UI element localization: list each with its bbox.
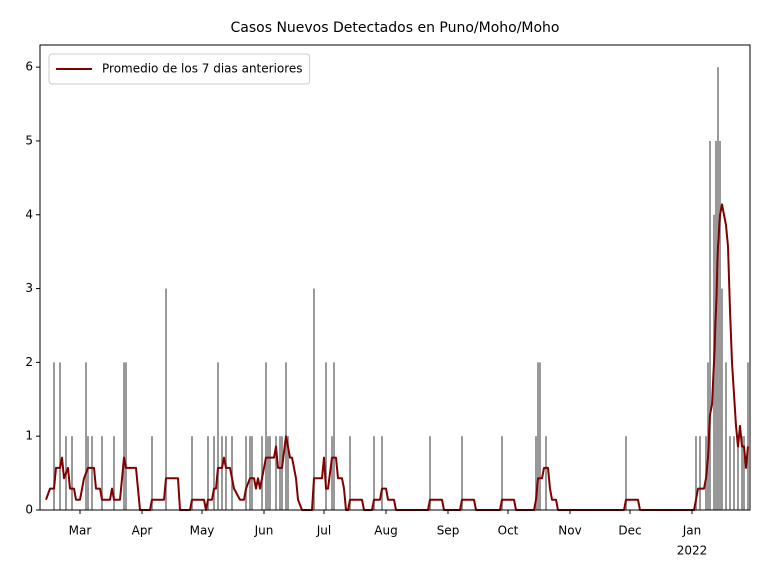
bar: [721, 288, 723, 510]
bar: [113, 436, 115, 510]
plot-area: [45, 67, 749, 511]
y-tick-label: 6: [25, 60, 33, 74]
bar: [737, 436, 739, 510]
legend: Promedio de los 7 dias anteriores: [48, 53, 311, 85]
bar: [695, 436, 697, 510]
bar: [269, 436, 271, 510]
bar: [91, 436, 93, 510]
chart-title: Casos Nuevos Detectados en Puno/Moho/Moh…: [230, 20, 559, 36]
bar: [373, 436, 375, 510]
bar: [537, 362, 539, 510]
legend-box: [48, 53, 311, 85]
x-tick-label: Aug: [374, 524, 397, 538]
bar: [717, 67, 719, 511]
bar: [743, 436, 745, 510]
bar: [151, 436, 153, 510]
bar: [741, 436, 743, 510]
x-tick-label: Apr: [132, 524, 153, 538]
bar: [313, 288, 315, 510]
bar: [501, 436, 503, 510]
bar: [539, 362, 541, 510]
bar: [265, 362, 267, 510]
x-tick-label: Jul: [316, 524, 331, 538]
bar: [625, 436, 627, 510]
bar: [545, 436, 547, 510]
bar: [719, 140, 721, 510]
x-tick-label: Sep: [437, 524, 460, 538]
x-tick-label: Oct: [498, 524, 519, 538]
bar: [287, 436, 289, 510]
axes-frame: [39, 44, 751, 511]
y-tick-label: 4: [25, 207, 33, 221]
bar: [275, 436, 277, 510]
bar: [325, 362, 327, 510]
bar: [213, 436, 215, 510]
bar: [279, 436, 281, 510]
legend-label: Promedio de los 7 dias anteriores: [102, 62, 303, 76]
y-tick-label: 3: [25, 281, 33, 295]
y-tick-label: 2: [25, 355, 33, 369]
bar: [165, 288, 167, 510]
bar: [281, 436, 283, 510]
bar: [747, 362, 749, 510]
year-label: 2022: [677, 544, 708, 558]
bar: [53, 362, 55, 510]
bar: [217, 362, 219, 510]
x-tick-label: Dec: [618, 524, 641, 538]
bar: [221, 436, 223, 510]
bar: [331, 436, 333, 510]
x-tick-label: May: [190, 524, 215, 538]
bar: [699, 436, 701, 510]
line: [45, 203, 749, 511]
bar: [225, 436, 227, 510]
x-tick-label: Mar: [69, 524, 92, 538]
bar: [535, 436, 537, 510]
bar: [191, 436, 193, 510]
bar: [333, 362, 335, 510]
bar: [59, 362, 61, 510]
bar: [349, 436, 351, 510]
bar: [207, 436, 209, 510]
bar: [709, 140, 711, 510]
bar: [251, 436, 253, 510]
x-tick-label: Jan: [682, 524, 702, 538]
x-tick-label: Jun: [254, 524, 274, 538]
bar: [381, 436, 383, 510]
bar: [85, 362, 87, 510]
bar: [101, 436, 103, 510]
bar: [267, 436, 269, 510]
bar: [71, 436, 73, 510]
bar: [461, 436, 463, 510]
bar: [123, 362, 125, 510]
bar: [249, 436, 251, 510]
bar: [87, 436, 89, 510]
bar: [725, 362, 727, 510]
y-tick-label: 0: [25, 503, 33, 517]
bar: [245, 436, 247, 510]
x-tick-label: Nov: [558, 524, 581, 538]
bar: [733, 436, 735, 510]
bar: [429, 436, 431, 510]
bar: [729, 436, 731, 510]
y-tick-label: 1: [25, 429, 33, 443]
bar: [125, 362, 127, 510]
y-tick-label: 5: [25, 133, 33, 147]
